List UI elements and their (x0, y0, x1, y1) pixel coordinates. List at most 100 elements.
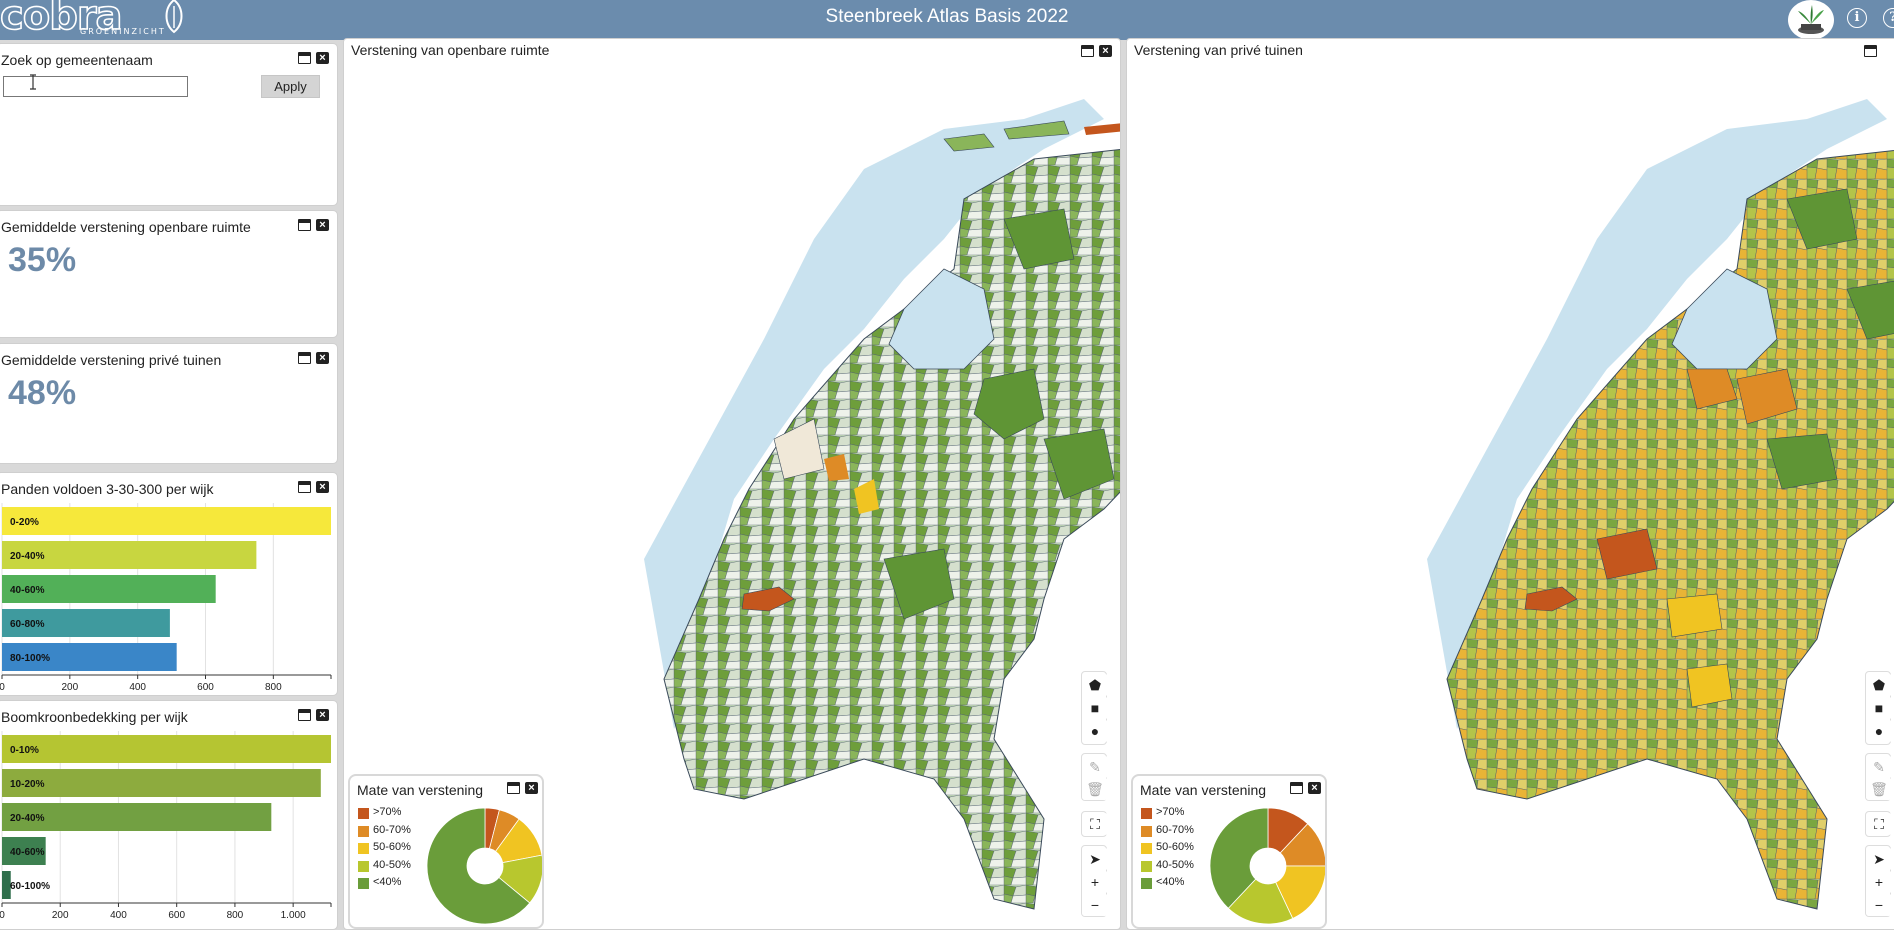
minimize-icon[interactable] (1081, 45, 1094, 57)
x-tick-label: 800 (265, 682, 282, 693)
legend-swatch (358, 843, 369, 854)
bar[interactable] (2, 837, 46, 865)
plant-icon (1798, 5, 1824, 34)
zoom-out-button[interactable]: − (1082, 894, 1108, 916)
bar-label: 40-60% (10, 585, 45, 596)
map-public-canvas[interactable] (344, 39, 1121, 930)
rectangle-icon[interactable]: ■ (1866, 697, 1892, 719)
panden-chart-panel: Panden voldoen 3-30-300 per wijk × 0 200 4… (0, 472, 338, 696)
zoom-in-button[interactable]: + (1082, 871, 1108, 893)
search-input[interactable] (3, 76, 188, 97)
close-icon[interactable]: × (1099, 45, 1112, 57)
bar-label: 80-100% (10, 653, 50, 664)
locate-icon[interactable]: ➤ (1082, 848, 1108, 870)
legend-label: <40% (373, 876, 402, 888)
bar[interactable] (2, 507, 331, 535)
bar-label: 20-40% (10, 813, 45, 824)
x-tick-label: 0 (0, 682, 5, 693)
minimize-icon[interactable] (507, 782, 520, 794)
circle-icon[interactable]: ● (1082, 720, 1108, 742)
edit-icon[interactable]: ✎ (1866, 756, 1892, 778)
search-panel-title: Zoek op gemeentenaam (1, 52, 153, 68)
x-tick-label: 200 (61, 682, 78, 693)
legend-private-panel: Mate van verstening × >70% 60-70% 50-60% 40… (1131, 774, 1327, 929)
fullscreen-icon[interactable]: ⛶ (1082, 813, 1108, 835)
rectangle-icon[interactable]: ■ (1082, 697, 1108, 719)
edit-icon[interactable]: ✎ (1082, 756, 1108, 778)
fullscreen-icon[interactable]: ⛶ (1866, 813, 1892, 835)
pie-slice[interactable] (426, 807, 531, 925)
map-private-title: Verstening van privé tuinen (1134, 42, 1303, 58)
close-icon[interactable]: × (316, 219, 329, 231)
bar[interactable] (2, 803, 272, 831)
map-private-canvas[interactable] (1127, 39, 1894, 930)
map-private-panel[interactable]: Verstening van privé tuinen ⬟ ■ ● ✎ 🗑 ⛶ … (1126, 38, 1894, 930)
pie-slice[interactable] (1209, 807, 1269, 909)
legend-label: 50-60% (1156, 841, 1194, 853)
legend-label: >70% (1156, 806, 1185, 818)
bar[interactable] (2, 541, 257, 569)
panden-chart-title: Panden voldoen 3-30-300 per wijk (1, 481, 214, 497)
avatar[interactable] (1788, 0, 1834, 40)
stat-private-value: 48% (8, 374, 77, 412)
edit-tool-group: ✎ 🗑 (1081, 753, 1108, 801)
minimize-icon[interactable] (1864, 45, 1877, 57)
panden-bar-chart: 0 200 400 600 800 0-20% 20-40% 40-60% 60-80% 80-1… (0, 503, 332, 693)
bar-label: 60-100% (10, 881, 50, 892)
legend-label: 60-70% (1156, 823, 1194, 836)
close-icon[interactable]: × (316, 52, 329, 64)
minimize-icon[interactable] (1290, 782, 1303, 794)
polygon-icon[interactable]: ⬟ (1082, 674, 1108, 696)
minimize-icon[interactable] (298, 352, 311, 364)
bar[interactable] (2, 735, 331, 763)
close-icon[interactable]: × (316, 709, 329, 721)
bar[interactable] (2, 871, 11, 899)
text-cursor-icon (30, 74, 36, 90)
stat-private-title: Gemiddelde verstening privé tuinen (1, 352, 222, 368)
legend-swatch (358, 878, 369, 889)
trash-icon[interactable]: 🗑 (1082, 778, 1108, 800)
bar[interactable] (2, 575, 216, 603)
bar-label: 60-80% (10, 619, 45, 630)
bar-label: 10-20% (10, 779, 45, 790)
close-icon[interactable]: × (316, 481, 329, 493)
stat-public-value: 35% (8, 241, 77, 279)
boomkroon-chart-title: Boomkroonbedekking per wijk (1, 709, 188, 725)
minimize-icon[interactable] (298, 709, 311, 721)
stat-public-panel: Gemiddelde verstening openbare ruimte × … (0, 210, 338, 338)
logo-subtext: GROENINZICHT (80, 27, 166, 36)
zoom-out-button[interactable]: − (1866, 894, 1892, 916)
close-icon[interactable]: × (525, 782, 538, 794)
bar-label: 0-10% (10, 745, 39, 756)
minimize-icon[interactable] (298, 219, 311, 231)
pie-chart (426, 807, 542, 925)
close-icon[interactable]: × (1308, 782, 1321, 794)
bar[interactable] (2, 643, 177, 671)
zoom-in-button[interactable]: + (1866, 871, 1892, 893)
pie-slice[interactable] (1275, 865, 1326, 920)
legend-label: 50-60% (373, 841, 411, 853)
minimize-icon[interactable] (298, 52, 311, 64)
polygon-icon[interactable]: ⬟ (1866, 674, 1892, 696)
legend-label: <40% (1156, 876, 1185, 888)
bar[interactable] (2, 609, 170, 637)
map-public-panel[interactable]: Verstening van openbare ruimte × ⬟ ■ ● ✎… (343, 38, 1121, 930)
trash-icon[interactable]: 🗑 (1866, 778, 1892, 800)
zoom-tool-group: ➤ + − (1081, 845, 1108, 917)
minimize-icon[interactable] (298, 481, 311, 493)
bar[interactable] (2, 769, 321, 797)
pie-slice[interactable] (1279, 823, 1326, 867)
legend-label: 40-50% (1156, 858, 1194, 871)
x-tick-label: 800 (227, 910, 244, 921)
apply-button[interactable]: Apply (261, 75, 320, 98)
pie-chart (1209, 807, 1326, 925)
x-tick-label: 400 (129, 682, 146, 693)
info-icon[interactable]: i (1847, 8, 1867, 28)
app-header: cobra GROENINZICHT Steenbreek Atlas Basi… (0, 0, 1894, 40)
bar-label: 40-60% (10, 847, 45, 858)
locate-icon[interactable]: ➤ (1866, 848, 1892, 870)
circle-icon[interactable]: ● (1866, 720, 1892, 742)
close-icon[interactable]: × (316, 352, 329, 364)
cobra-logo: cobra GROENINZICHT (0, 0, 200, 40)
